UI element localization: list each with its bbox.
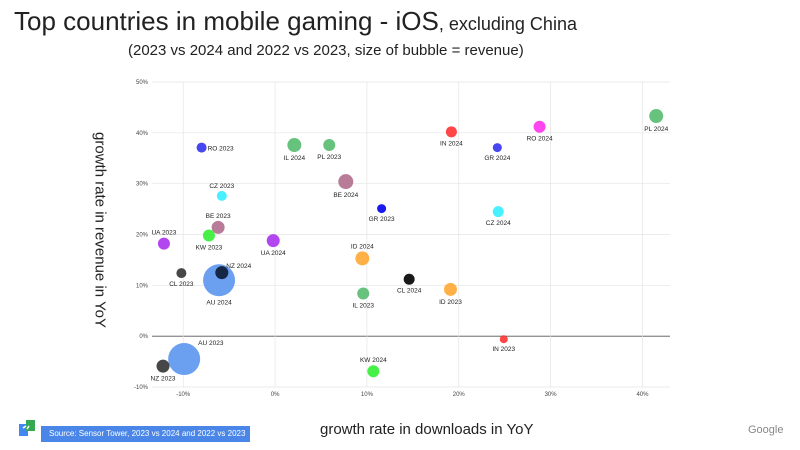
- bubble-label: BE 2024: [333, 192, 358, 199]
- bubble-kw-2023: [202, 229, 215, 242]
- bubble-label: PL 2024: [644, 126, 668, 133]
- y-tick-label: 0%: [139, 334, 148, 340]
- x-tick-label: 0%: [271, 392, 280, 398]
- bubble-ua-2024: [266, 234, 280, 248]
- chart-title: Top countries in mobile gaming - iOS, ex…: [14, 6, 577, 37]
- bubble-label: AU 2023: [198, 340, 224, 347]
- y-axis-label: growth rate in revenue in YoY: [91, 132, 109, 328]
- bubble-gr-2023: [377, 204, 387, 214]
- x-tick-label: 40%: [636, 392, 649, 398]
- x-tick-label: 20%: [453, 392, 466, 398]
- x-tick-label: 10%: [361, 392, 374, 398]
- bubble-label: RO 2023: [208, 146, 234, 153]
- bubble-label: GR 2024: [484, 155, 510, 162]
- bubble-label: NZ 2024: [226, 263, 251, 270]
- y-tick-label: 10%: [136, 283, 149, 289]
- bubble-in-2024: [445, 126, 457, 138]
- bubble-gr-2024: [492, 143, 502, 153]
- bubble-il-2024: [287, 138, 302, 153]
- title-suffix: , excluding China: [438, 14, 577, 34]
- source-note: Source: Sensor Tower, 2023 vs 2024 and 2…: [41, 426, 250, 442]
- slides-logo-icon: [19, 420, 35, 436]
- bubble-label: AU 2024: [206, 299, 232, 306]
- bubble-pl-2023: [323, 139, 336, 152]
- bubble-label: IN 2023: [492, 346, 515, 353]
- bubble-au-2023: [168, 343, 201, 376]
- bubble-nz-2024: [215, 266, 229, 280]
- bubble-cl-2024: [403, 273, 415, 285]
- bubble-label: GR 2023: [369, 216, 395, 223]
- bubble-label: IL 2024: [284, 155, 306, 162]
- bubble-il-2023: [357, 287, 370, 300]
- bubble-label: UA 2024: [261, 250, 286, 257]
- bubble-nz-2023: [156, 359, 170, 373]
- y-tick-label: 40%: [136, 131, 149, 137]
- bubble-be-2024: [338, 174, 354, 190]
- y-tick-label: 50%: [136, 80, 149, 86]
- chart-subtitle: (2023 vs 2024 and 2022 vs 2023, size of …: [128, 42, 524, 59]
- bubble-ua-2023: [157, 237, 170, 250]
- bubble-label: CL 2024: [397, 288, 422, 295]
- bubble-label: ID 2024: [351, 243, 374, 250]
- bubble-label: RO 2024: [527, 136, 553, 143]
- bubble-cz-2023: [216, 190, 227, 201]
- bubble-id-2023: [443, 282, 457, 296]
- x-axis-label: growth rate in downloads in YoY: [320, 421, 534, 438]
- bubble-be-2023: [211, 220, 225, 234]
- google-brand: Google: [748, 424, 784, 436]
- bubble-label: IN 2024: [440, 140, 463, 147]
- bubble-id-2024: [355, 251, 370, 266]
- bubble-label: ID 2023: [439, 299, 462, 306]
- x-tick-label: -10%: [176, 392, 191, 398]
- bubble-cz-2024: [492, 206, 504, 218]
- bubble-kw-2024: [367, 365, 380, 378]
- title-main: Top countries in mobile gaming - iOS: [14, 6, 439, 36]
- bubble-label: UA 2023: [151, 230, 176, 237]
- bubble-label: CZ 2023: [209, 183, 234, 190]
- bubble-pl-2024: [649, 109, 664, 124]
- bubble-in-2023: [499, 335, 508, 344]
- bubble-label: CL 2023: [169, 281, 194, 288]
- bubble-label: KW 2023: [196, 245, 223, 252]
- bubble-cl-2023: [176, 268, 187, 279]
- bubble-label: BE 2023: [206, 213, 231, 220]
- bubble-ro-2024: [533, 120, 546, 133]
- bubble-label: KW 2024: [360, 357, 387, 364]
- bubble-ro-2023: [196, 142, 207, 153]
- y-tick-label: -10%: [134, 385, 149, 391]
- bubble-label: CZ 2024: [486, 220, 511, 227]
- bubble-label: IL 2023: [353, 302, 375, 309]
- x-tick-label: 30%: [545, 392, 558, 398]
- bubble-label: PL 2023: [317, 154, 341, 161]
- bubble-label: NZ 2023: [151, 376, 176, 383]
- y-tick-label: 20%: [136, 233, 149, 239]
- y-tick-label: 30%: [136, 182, 149, 188]
